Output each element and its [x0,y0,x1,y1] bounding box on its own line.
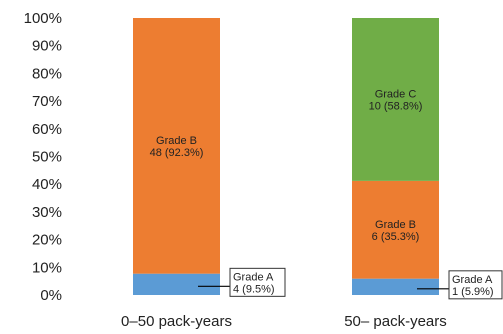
y-tick-label-80: 80% [32,65,62,82]
y-tick-label-100: 100% [24,10,62,27]
x-category-label-50-pack-years: 50– pack-years [344,313,447,330]
callout-box-0-50-pack-years [229,267,286,297]
y-tick-label-0: 0% [40,287,62,304]
y-tick-label-50: 50% [32,149,62,166]
callout-box-50-pack-years [448,270,503,300]
bar-segment-grade-a-0-50-pack-years [133,273,220,295]
y-tick-label-20: 20% [32,232,62,249]
x-category-label-0-50-pack-years: 0–50 pack-years [121,313,232,330]
segment-label-grade-c-50-pack-years: Grade C 10 (58.8%) [369,88,423,112]
bar-segment-grade-b-0-50-pack-years [133,18,220,274]
y-tick-label-70: 70% [32,93,62,110]
segment-label-grade-b-0-50-pack-years: Grade B 48 (92.3%) [150,135,204,159]
bars [133,18,439,295]
bar-segment-grade-b-50-pack-years [352,180,439,279]
bar-segment-grade-a-50-pack-years [352,278,439,295]
y-tick-label-60: 60% [32,121,62,138]
y-tick-label-90: 90% [32,38,62,55]
bar-segment-grade-c-50-pack-years [352,18,439,181]
x-axis: 0–50 pack-years 50– pack-years [121,313,447,330]
y-tick-label-10: 10% [32,259,62,276]
y-tick-label-40: 40% [32,176,62,193]
y-axis: 0% 10% 20% 30% 40% 50% 60% 70% 80% 90% 100% [24,10,62,304]
y-tick-label-30: 30% [32,204,62,221]
